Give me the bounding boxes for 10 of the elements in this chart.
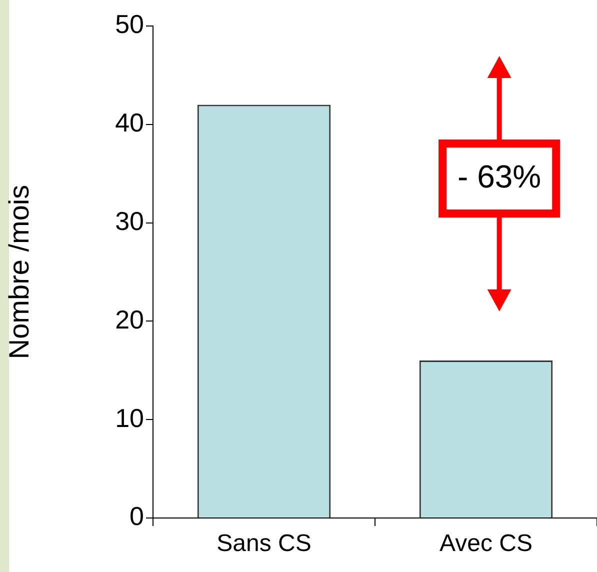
y-axis-title: Nombre /mois <box>4 184 35 360</box>
y-tick-label: 30 <box>115 206 144 236</box>
x-tick-label: Avec CS <box>440 530 532 558</box>
y-tick-label: 50 <box>115 9 144 40</box>
y-tick-label: 0 <box>130 501 144 532</box>
y-tick-label: 40 <box>115 108 144 138</box>
y-tick-label: 10 <box>115 402 144 433</box>
annotation: - 63% <box>458 158 542 194</box>
y-tick-label: 20 <box>115 304 144 334</box>
x-tick-label: Sans CS <box>216 530 312 558</box>
